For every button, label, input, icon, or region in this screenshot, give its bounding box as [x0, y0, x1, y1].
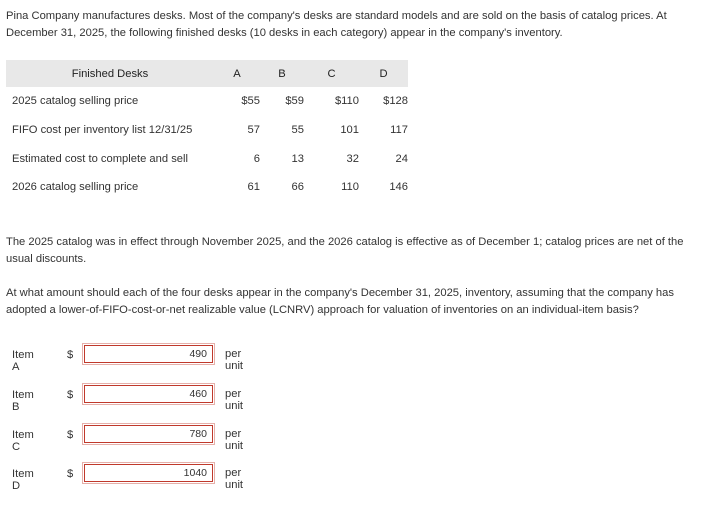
row-label: 2025 catalog selling price	[12, 95, 139, 108]
table-header-row: Finished Desks A B C D	[6, 60, 408, 87]
item-b-answer-input[interactable]: 460	[82, 383, 215, 405]
item-c-answer-input[interactable]: 780	[82, 423, 215, 445]
item-label: Item C	[12, 429, 34, 453]
unit-label: per unit	[225, 388, 244, 412]
cell-d: 24	[395, 152, 408, 165]
cell-a: 57	[247, 124, 260, 137]
item-label: Item D	[12, 468, 34, 492]
cell-a: $55	[241, 95, 260, 108]
row-label: Estimated cost to complete and sell	[12, 152, 188, 165]
table-row: Estimated cost to complete and sell 6 13…	[6, 144, 408, 173]
catalog-note: The 2025 catalog was in effect through N…	[6, 236, 684, 265]
row-label: FIFO cost per inventory list 12/31/25	[12, 124, 193, 137]
question-text: At what amount should each of the four d…	[6, 287, 674, 316]
cell-d: 117	[390, 124, 408, 137]
cell-c: $110	[334, 95, 359, 108]
item-label: Item A	[12, 349, 34, 373]
header-a: A	[214, 60, 260, 87]
cell-a: 6	[253, 152, 260, 165]
cell-c: 32	[346, 152, 359, 165]
cell-b: $59	[285, 95, 304, 108]
cell-d: 146	[389, 181, 408, 194]
header-d: D	[359, 60, 408, 87]
cell-b: 66	[291, 181, 304, 194]
item-a-answer-input[interactable]: 490	[82, 343, 215, 365]
item-label: Item B	[12, 389, 34, 413]
dollar-sign: $	[67, 468, 74, 480]
table-row: 2026 catalog selling price 61 66 110 146	[6, 173, 408, 202]
cell-c: 101	[340, 124, 359, 137]
header-finished-desks: Finished Desks	[6, 60, 214, 87]
header-c: C	[304, 60, 359, 87]
unit-label: per unit	[225, 467, 244, 491]
inventory-table: Finished Desks A B C D 2025 catalog sell…	[6, 60, 408, 202]
header-b: B	[260, 60, 304, 87]
dollar-sign: $	[67, 429, 74, 441]
cell-a: 61	[247, 181, 260, 194]
unit-label: per unit	[225, 348, 244, 372]
row-label: 2026 catalog selling price	[12, 181, 139, 194]
dollar-sign: $	[67, 389, 74, 401]
problem-intro: Pina Company manufactures desks. Most of…	[6, 10, 667, 39]
item-d-answer-input[interactable]: 1040	[82, 462, 215, 484]
cell-d: $128	[383, 95, 408, 108]
table-row: 2025 catalog selling price $55 $59 $110 …	[6, 87, 408, 116]
dollar-sign: $	[67, 349, 74, 361]
cell-c: 110	[341, 181, 359, 194]
cell-b: 13	[291, 152, 304, 165]
unit-label: per unit	[225, 428, 244, 452]
table-row: FIFO cost per inventory list 12/31/25 57…	[6, 116, 408, 145]
cell-b: 55	[291, 124, 304, 137]
